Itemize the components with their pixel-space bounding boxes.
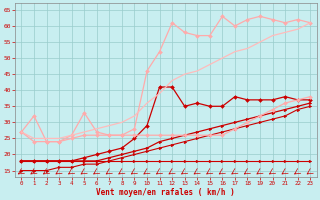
X-axis label: Vent moyen/en rafales ( km/h ): Vent moyen/en rafales ( km/h )	[96, 188, 235, 197]
